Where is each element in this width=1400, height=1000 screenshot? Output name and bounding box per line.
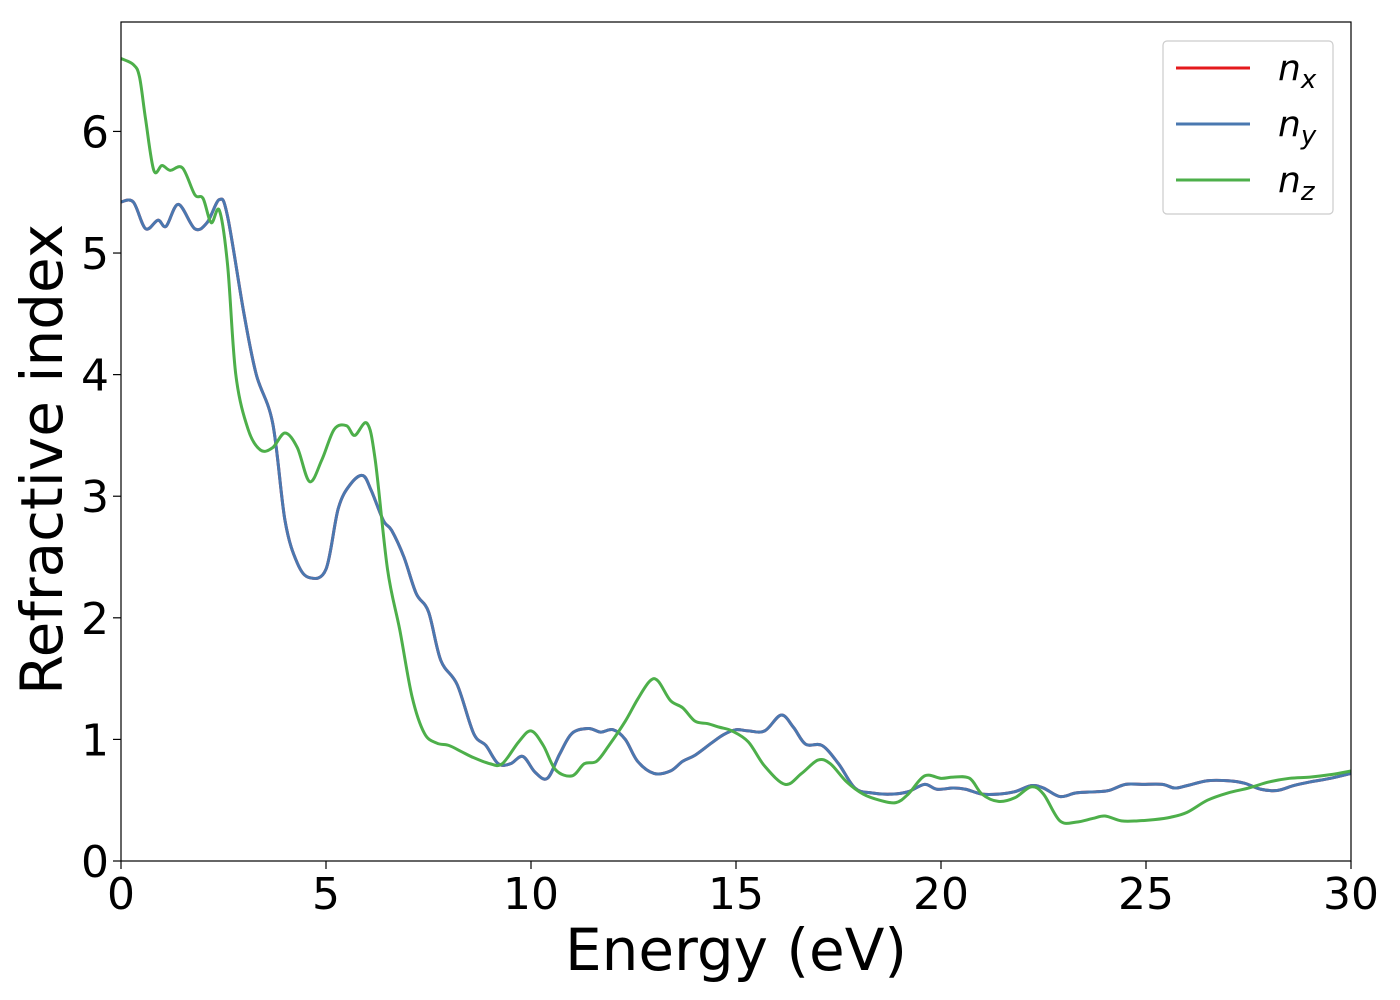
y-tick-label: 0 bbox=[81, 837, 109, 888]
series-line-n-y bbox=[120, 197, 1352, 799]
x-tick-label: 5 bbox=[312, 869, 340, 920]
legend-label-n-x: nx bbox=[1278, 48, 1317, 95]
x-axis-ticks: 0 5 10 15 20 25 30 bbox=[107, 861, 1379, 920]
legend-label-subscript: x bbox=[1300, 65, 1317, 95]
x-tick-label: 10 bbox=[503, 869, 559, 920]
y-axis-label: Refractive index bbox=[8, 224, 76, 695]
legend-label-subscript: y bbox=[1300, 121, 1317, 151]
legend-label-base: n bbox=[1278, 104, 1301, 145]
x-tick-label: 20 bbox=[913, 869, 969, 920]
y-axis-ticks: 0 1 2 3 4 5 6 bbox=[81, 107, 121, 888]
y-tick-label: 3 bbox=[81, 472, 109, 523]
legend-box bbox=[1162, 40, 1334, 215]
y-tick-label: 6 bbox=[81, 107, 109, 158]
legend-label-subscript: z bbox=[1300, 177, 1316, 207]
legend-label-n-y: ny bbox=[1278, 104, 1317, 151]
series-line-n-x bbox=[120, 197, 1352, 799]
y-tick-label: 1 bbox=[81, 715, 109, 766]
y-tick-label: 5 bbox=[81, 229, 109, 280]
y-tick-label: 2 bbox=[81, 594, 109, 645]
legend-label-base: n bbox=[1278, 48, 1301, 89]
y-tick-label: 4 bbox=[81, 351, 109, 402]
x-tick-label: 0 bbox=[107, 869, 135, 920]
x-tick-label: 30 bbox=[1323, 869, 1379, 920]
x-axis-label: Energy (eV) bbox=[565, 916, 907, 984]
legend-label-base: n bbox=[1278, 160, 1301, 201]
series-line-n-z bbox=[120, 57, 1352, 825]
x-tick-label: 15 bbox=[708, 869, 764, 920]
plot-lines bbox=[120, 57, 1352, 825]
x-tick-label: 25 bbox=[1118, 869, 1174, 920]
legend-label-n-z: nz bbox=[1278, 160, 1316, 207]
